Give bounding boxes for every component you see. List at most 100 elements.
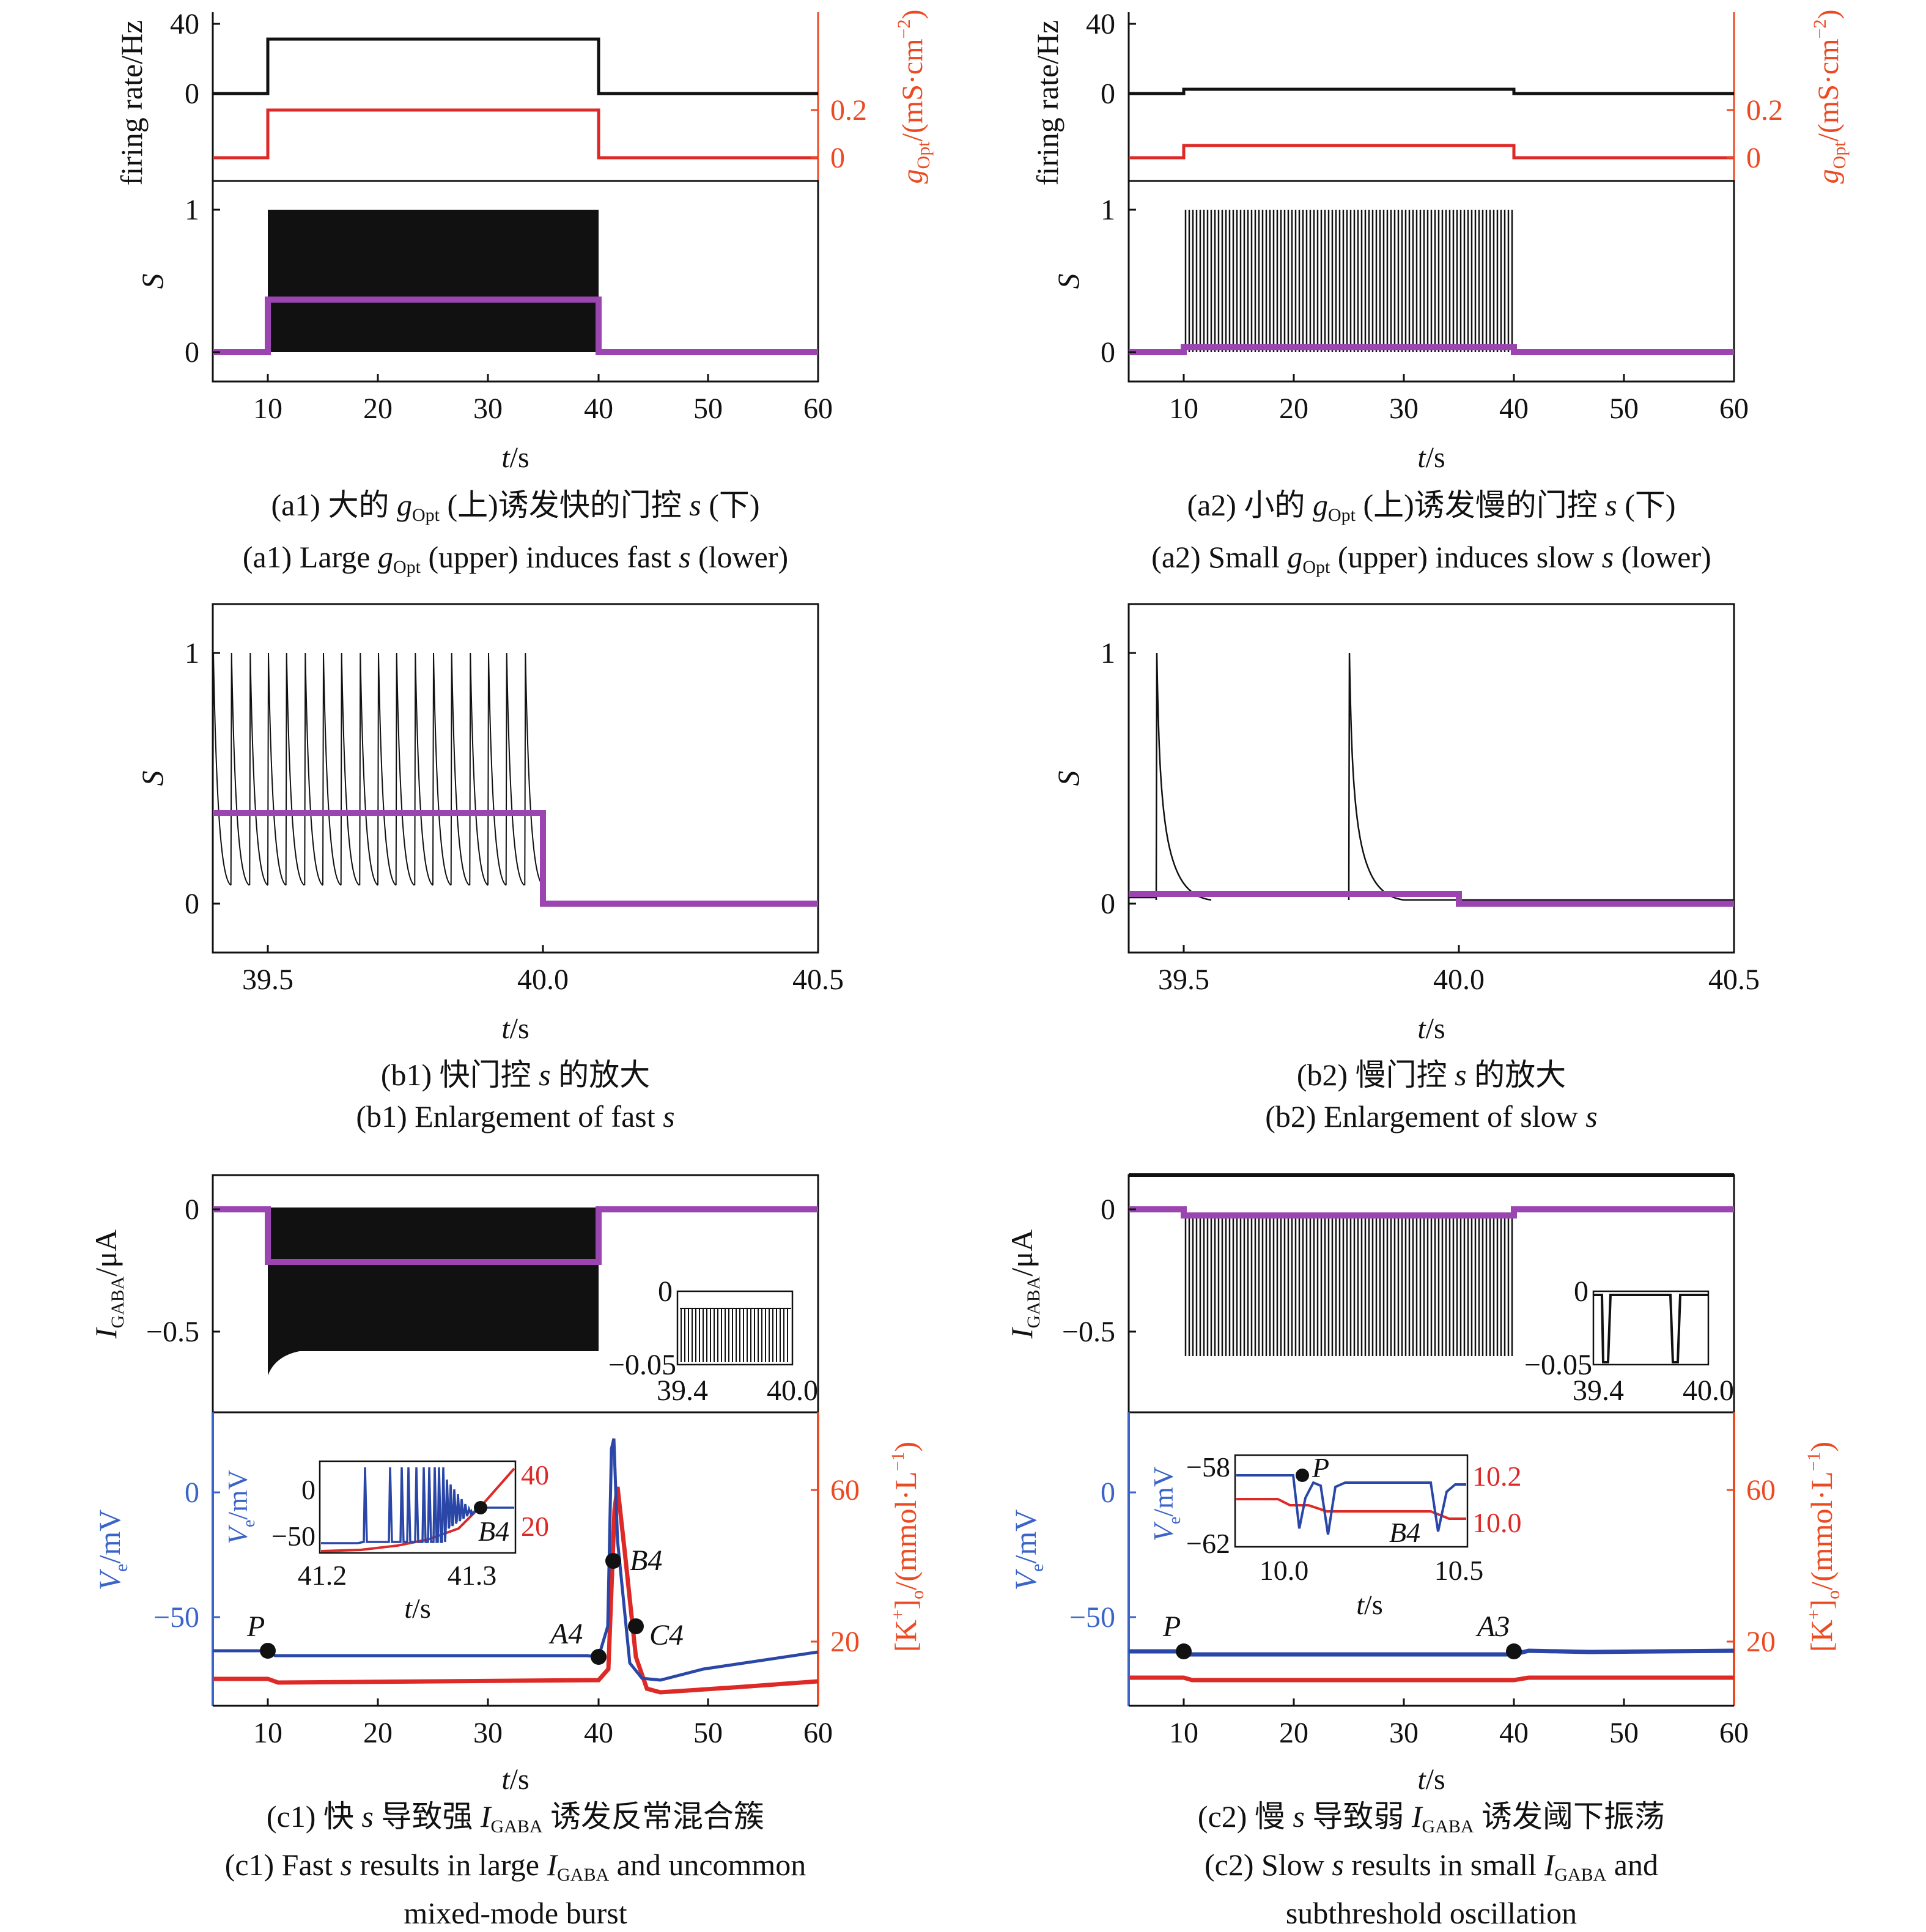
a1-fr-tick-40: 40: [170, 8, 199, 40]
a2-upper-plot: 0 40 0 0.2 firing rate/Hz gOpt/(mS·cm−2): [1030, 8, 1850, 185]
a1-g-axis-label: gOpt/(mS·cm−2): [894, 10, 934, 184]
a1-x-axis-label: t/s: [501, 441, 529, 474]
c1-marker-c4: [628, 1618, 644, 1634]
panel-a2: 0 40 0 0.2 firing rate/Hz gOpt/(mS·cm−2)…: [1030, 8, 1850, 474]
a2-s-tick-1: 1: [1101, 194, 1115, 226]
a2-x-axis-label: t/s: [1417, 441, 1445, 474]
a2-g-tick-0: 0: [1746, 142, 1761, 174]
c2-inset-y-tick-0: 0: [1574, 1275, 1588, 1308]
c2-igaba-mean-line: [1129, 1206, 1734, 1219]
c2-inset-x-tick-400: 40.0: [1683, 1374, 1734, 1407]
c2-inset-t-label: t/s: [1356, 1589, 1382, 1620]
a2-x-tick-60: 60: [1719, 393, 1749, 425]
c1-inset-label-b4: B4: [478, 1516, 509, 1547]
a2-gopt-line: [1129, 144, 1734, 160]
c1-ve-line: [213, 1438, 818, 1682]
c1-inset-t-label: t/s: [404, 1593, 430, 1624]
c1-i-tick-05: −0.5: [146, 1316, 199, 1348]
c2-i-tick-05: −0.5: [1062, 1316, 1115, 1348]
a1-lower-plot: 0 1 S 10 20 30 40 50 60 t/s: [135, 180, 833, 474]
c1-marker-b4: [605, 1553, 621, 1569]
c1-ve-axis-label: Ve/mV: [92, 1510, 131, 1591]
c1-marker-a4: [591, 1649, 607, 1665]
a2-x-tick-10: 10: [1169, 393, 1198, 425]
b1-x-tick-395: 39.5: [242, 964, 293, 996]
caption-c1-en-line3: mixed-mode burst: [404, 1896, 627, 1930]
c1-marker-p: [260, 1643, 276, 1659]
c2-x-tick-40: 40: [1499, 1717, 1529, 1749]
c1-inset-t-tick-413: 41.3: [448, 1560, 497, 1591]
a1-x-tick-20: 20: [363, 393, 393, 425]
c1-inset-y-tick-005: −0.05: [608, 1349, 676, 1381]
c1-igaba-oscillation-block: [268, 1208, 599, 1376]
a2-x-tick-50: 50: [1609, 393, 1639, 425]
c1-k-tick-20: 20: [830, 1626, 860, 1658]
b2-x-axis-label: t/s: [1417, 1012, 1445, 1045]
caption-c2: (c2) 慢 s 导致弱 IGABA 诱发阈下振荡 (c2) Slow s re…: [1095, 1797, 1768, 1932]
a1-s-tick-1: 1: [185, 194, 199, 226]
c2-label-a3: A3: [1475, 1610, 1510, 1643]
c2-label-p: P: [1162, 1610, 1181, 1643]
caption-b1: (b1) 快门控 s 的放大 (b1) Enlargement of fast …: [210, 1054, 821, 1137]
b2-x-tick-400: 40.0: [1433, 964, 1485, 996]
c1-ve-tick-50: −50: [153, 1601, 199, 1634]
b2-x-tick-405: 40.5: [1708, 964, 1760, 996]
c1-inset-ve-tick-0: 0: [301, 1474, 315, 1505]
c2-inset-ve-label: Ve/mV: [1148, 1467, 1184, 1541]
panel-b1: 0 1 S 39.5 40.0 40.5 t/s: [135, 603, 844, 1045]
c1-ve-tick-0: 0: [185, 1477, 199, 1509]
a1-firing-rate-line: [213, 37, 818, 95]
panel-c2: 0 −0.5 IGABA/μA 0 −0.05 39.4 40.0 0: [1005, 1173, 1843, 1796]
caption-c2-cn: (c2) 慢 s 导致弱 IGABA 诱发阈下振荡: [1197, 1799, 1666, 1837]
c2-x-tick-60: 60: [1719, 1717, 1749, 1749]
c2-inset-label-b4: B4: [1389, 1517, 1420, 1548]
a2-lower-plot: 0 1 S 10 20 30 40 50 60 t/s: [1051, 180, 1749, 474]
c2-ve-tick-50: −50: [1069, 1601, 1115, 1634]
c1-inset-k-tick-20: 20: [521, 1511, 549, 1542]
b1-s-axis-label: S: [135, 771, 169, 786]
c1-k-axis-label: [K+]o/(mmol·L−1): [888, 1442, 928, 1652]
caption-c1: (c1) 快 s 导致强 IGABA 诱发反常混合簇 (c1) Fast s r…: [179, 1797, 852, 1932]
c2-x-tick-10: 10: [1169, 1717, 1198, 1749]
a2-fr-tick-0: 0: [1101, 78, 1115, 110]
c2-inset-ve-line: [1236, 1474, 1466, 1535]
c1-x-tick-30: 30: [473, 1717, 503, 1749]
c1-k-tick-60: 60: [830, 1474, 860, 1506]
caption-b2: (b2) 慢门控 s 的放大 (b2) Enlargement of slow …: [1126, 1054, 1737, 1137]
caption-b1-cn: (b1) 快门控 s 的放大: [380, 1058, 651, 1092]
c2-marker-a3: [1506, 1643, 1522, 1659]
c1-x-tick-10: 10: [253, 1717, 282, 1749]
a2-s-mean-line: [1129, 344, 1734, 355]
b1-x-tick-405: 40.5: [792, 964, 844, 996]
caption-b2-en: (b2) Enlargement of slow s: [1265, 1099, 1598, 1134]
a1-x-tick-60: 60: [803, 393, 833, 425]
c1-x-tick-60: 60: [803, 1717, 833, 1749]
c1-igaba-axis-label: IGABA/μA: [89, 1230, 128, 1339]
a1-s-mean-line: [213, 297, 818, 355]
a1-fr-tick-0: 0: [185, 78, 199, 110]
b2-s-tick-1: 1: [1101, 637, 1115, 669]
c2-x-axis-label: t/s: [1417, 1763, 1445, 1796]
c1-ve-inset: B4 0 −50 40 20 41.2 41.3 t/s Ve/mV: [222, 1459, 549, 1624]
a1-upper-plot: 0 40 0 0.2 firing rate/Hz gOpt/(mS·cm−2): [114, 8, 934, 185]
c2-inset-oscillation: [1593, 1294, 1708, 1363]
b1-s-tick-1: 1: [185, 637, 199, 669]
a2-fr-tick-40: 40: [1086, 8, 1115, 40]
c1-k-line: [213, 1486, 818, 1695]
b2-s-mean-line: [1129, 891, 1734, 907]
caption-c2-en-line3: subthreshold oscillation: [1285, 1896, 1577, 1930]
a2-firing-rate-line: [1129, 87, 1734, 95]
c2-inset-marker-p: [1296, 1469, 1309, 1482]
caption-a1-en: (a1) Large gOpt (upper) induces fast s (…: [242, 540, 789, 577]
c1-igaba-inset: 0 −0.05 39.4 40.0: [608, 1275, 818, 1407]
c2-lower-plot: 0 −50 60 20 Ve/mV [K+]o/(mmol·L−1) P A3 …: [1008, 1412, 1843, 1796]
c2-inset-label-p: P: [1312, 1452, 1329, 1483]
c2-x-ticks: 10 20 30 40 50 60: [1169, 1698, 1749, 1749]
c2-igaba-inset: 0 −0.05 39.4 40.0: [1524, 1275, 1734, 1407]
a1-g-tick-0: 0: [830, 142, 845, 174]
c2-inset-k-line: [1236, 1498, 1466, 1520]
c1-inset-y-tick-0: 0: [658, 1275, 673, 1308]
panel-b2: 0 1 S 39.5 40.0 40.5 t/s: [1051, 603, 1760, 1045]
c1-inset-k-tick-40: 40: [521, 1459, 549, 1491]
caption-c2-en: (c2) Slow s results in small IGABA and: [1205, 1848, 1658, 1885]
